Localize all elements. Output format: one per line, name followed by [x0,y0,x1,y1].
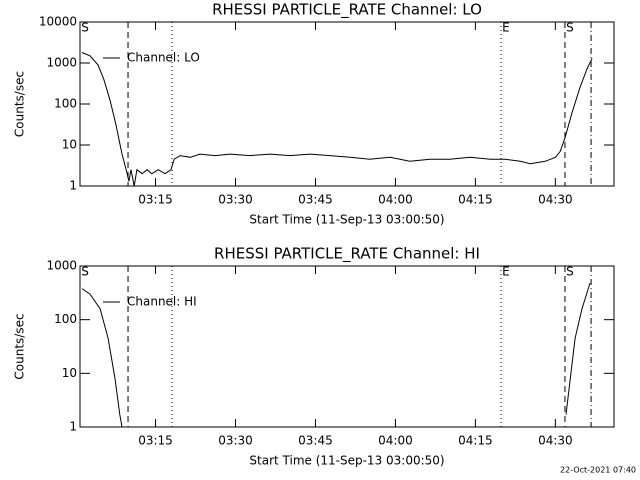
marker-label: E [502,265,510,279]
marker-label: S [566,21,574,35]
x-axis-label: Start Time (11-Sep-13 03:00:50) [249,213,444,227]
legend-label: Channel: HI [127,295,197,309]
y-axis-label: Counts/sec [13,71,27,137]
y-tick-label: 1000 [46,259,77,273]
x-tick-label: 04:00 [378,193,413,207]
y-tick-label: 100 [54,97,77,111]
x-tick-label: 04:30 [538,193,573,207]
y-axis-label: Counts/sec [13,313,27,379]
x-tick-label: 03:15 [138,434,173,448]
x-tick-label: 03:30 [218,434,253,448]
x-tick-label: 04:15 [458,193,493,207]
y-tick-label: 1000 [46,56,77,70]
x-tick-label: 04:00 [378,434,413,448]
marker-label: E [502,21,510,35]
y-tick-label: 10 [62,138,77,152]
x-tick-label: 03:15 [138,193,173,207]
marker-label: S [81,21,89,35]
y-tick-label: 10 [62,366,77,380]
chart-title: RHESSI PARTICLE_RATE Channel: HI [214,245,480,264]
x-tick-label: 03:45 [298,193,333,207]
marker-label: S [566,265,574,279]
data-line [81,282,591,428]
x-tick-label: 04:30 [538,434,573,448]
legend-label: Channel: LO [127,51,200,65]
y-tick-label: 100 [54,312,77,326]
marker-label: S [81,265,89,279]
chart-title: RHESSI PARTICLE_RATE Channel: LO [212,1,482,20]
x-tick-label: 03:30 [218,193,253,207]
x-tick-label: 03:45 [298,434,333,448]
footer: 22-Oct-2021 07:40 [560,466,636,475]
y-tick-label: 10000 [39,15,77,29]
y-tick-label: 1 [69,420,77,434]
x-axis-label: Start Time (11-Sep-13 03:00:50) [249,454,444,468]
x-tick-label: 04:15 [458,434,493,448]
y-tick-label: 1 [69,179,77,193]
data-line [81,52,593,187]
